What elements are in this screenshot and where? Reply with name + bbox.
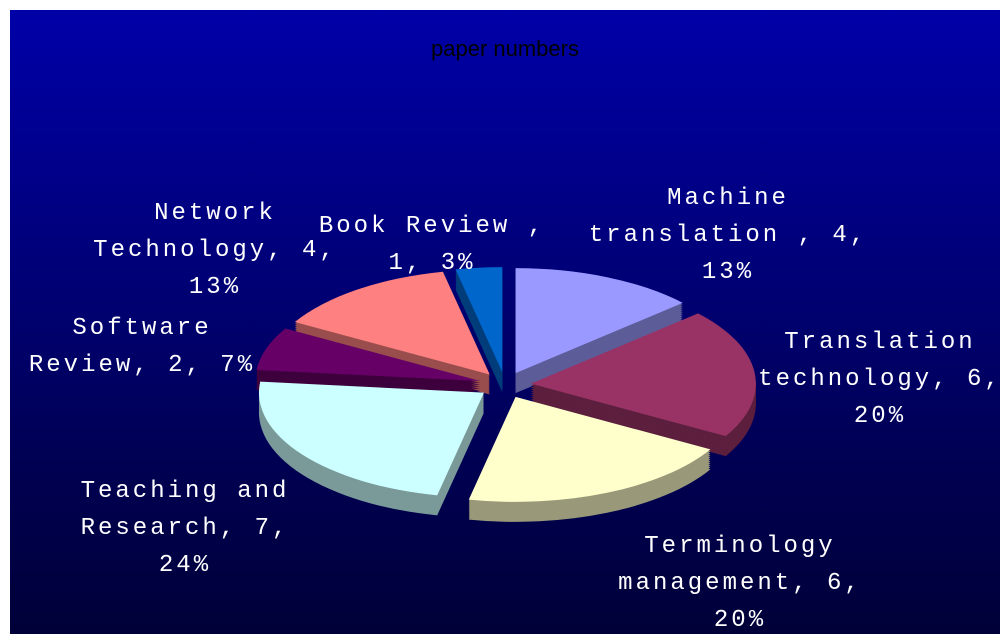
data-label: Teaching and Research, 7, 24% [80, 478, 290, 579]
data-label: Network Technology, 4, 13% [93, 200, 337, 301]
slice [256, 328, 481, 381]
data-label: Terminology management, 6, 20% [618, 533, 862, 634]
chart-title: paper numbers [431, 36, 579, 61]
chart: paper numbers [256, 36, 756, 522]
chart-frame: paper numbers Machine translation , 4, 1… [10, 10, 1000, 634]
data-label: Software Review, 2, 7% [28, 315, 256, 379]
slice [258, 381, 484, 496]
slice [515, 268, 683, 374]
data-label: Book Review , 1, 3% [318, 213, 546, 277]
slice [294, 271, 490, 375]
data-label: Machine translation , 4, 13% [588, 185, 868, 286]
slice [530, 313, 756, 437]
slice [468, 396, 711, 502]
slice [455, 267, 503, 373]
data-label: Translation technology, 6, 20% [758, 329, 1000, 430]
